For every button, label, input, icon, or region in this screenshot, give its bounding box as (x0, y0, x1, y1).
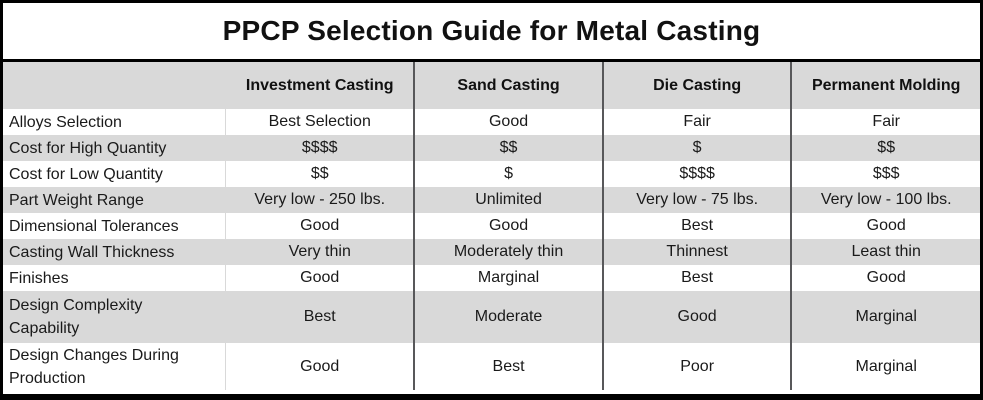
cell-value: Moderately thin (413, 239, 603, 265)
cell-value: $ (601, 135, 792, 161)
cell-value: Good (413, 213, 603, 239)
row-label: Cost for High Quantity (3, 135, 226, 161)
cell-value: Very low - 75 lbs. (601, 187, 792, 213)
cell-value: Best (225, 291, 415, 343)
selection-table: Investment Casting Sand Casting Die Cast… (3, 62, 980, 390)
header-die-casting: Die Casting (601, 62, 792, 109)
table-row: Design Complexity Capability Best Moderate… (3, 291, 980, 343)
cell-value: Fair (601, 109, 792, 135)
cell-value: Marginal (413, 265, 603, 291)
row-label: Design Complexity Capability (3, 291, 226, 343)
table-row: Alloys Selection Best Selection Good Fair Fa… (3, 109, 980, 135)
cell-value: $$$$ (601, 161, 792, 187)
cell-value: Very low - 100 lbs. (790, 187, 980, 213)
row-label: Dimensional Tolerances (3, 213, 226, 239)
cell-value: Thinnest (601, 239, 792, 265)
table-row: Cost for High Quantity $$$$ $$ $ $$ (3, 135, 980, 161)
header-permanent-molding: Permanent Molding (790, 62, 980, 109)
row-label: Part Weight Range (3, 187, 226, 213)
cell-value: Fair (790, 109, 980, 135)
cell-value: Marginal (790, 291, 980, 343)
cell-value: Good (790, 213, 980, 239)
page-title: PPCP Selection Guide for Metal Casting (3, 3, 980, 62)
cell-value: Good (601, 291, 792, 343)
cell-value: $$$ (790, 161, 980, 187)
cell-value: Very low - 250 lbs. (225, 187, 415, 213)
row-label: Cost for Low Quantity (3, 161, 226, 187)
cell-value: Poor (601, 343, 792, 390)
table-row: Finishes Good Marginal Best Good (3, 265, 980, 291)
table-row: Part Weight Range Very low - 250 lbs. Unli… (3, 187, 980, 213)
cell-value: Best (413, 343, 603, 390)
cell-value: Good (225, 343, 415, 390)
header-row: Investment Casting Sand Casting Die Cast… (3, 62, 980, 109)
cell-value: Good (413, 109, 603, 135)
row-label: Design Changes During Production (3, 343, 226, 390)
cell-value: Very thin (225, 239, 415, 265)
header-sand-casting: Sand Casting (413, 62, 603, 109)
table-row: Dimensional Tolerances Good Good Best Good (3, 213, 980, 239)
cell-value: Unlimited (413, 187, 603, 213)
cell-value: Good (225, 213, 415, 239)
row-label: Finishes (3, 265, 226, 291)
table-row: Design Changes During Production Good Best… (3, 343, 980, 390)
cell-value: Best (601, 213, 792, 239)
cell-value: $$ (225, 161, 415, 187)
header-investment-casting: Investment Casting (225, 62, 415, 109)
cell-value: Best Selection (225, 109, 415, 135)
row-label: Alloys Selection (3, 109, 226, 135)
cell-value: Marginal (790, 343, 980, 390)
cell-value: Good (225, 265, 415, 291)
cell-value: $$ (413, 135, 603, 161)
header-blank (3, 62, 226, 109)
cell-value: Moderate (413, 291, 603, 343)
cell-value: $$ (790, 135, 980, 161)
table-row: Casting Wall Thickness Very thin Moderatel… (3, 239, 980, 265)
cell-value: $ (413, 161, 603, 187)
cell-value: Best (601, 265, 792, 291)
cell-value: $$$$ (225, 135, 415, 161)
table-row: Cost for Low Quantity $$ $ $$$$ $$$ (3, 161, 980, 187)
cell-value: Least thin (790, 239, 980, 265)
cell-value: Good (790, 265, 980, 291)
row-label: Casting Wall Thickness (3, 239, 226, 265)
